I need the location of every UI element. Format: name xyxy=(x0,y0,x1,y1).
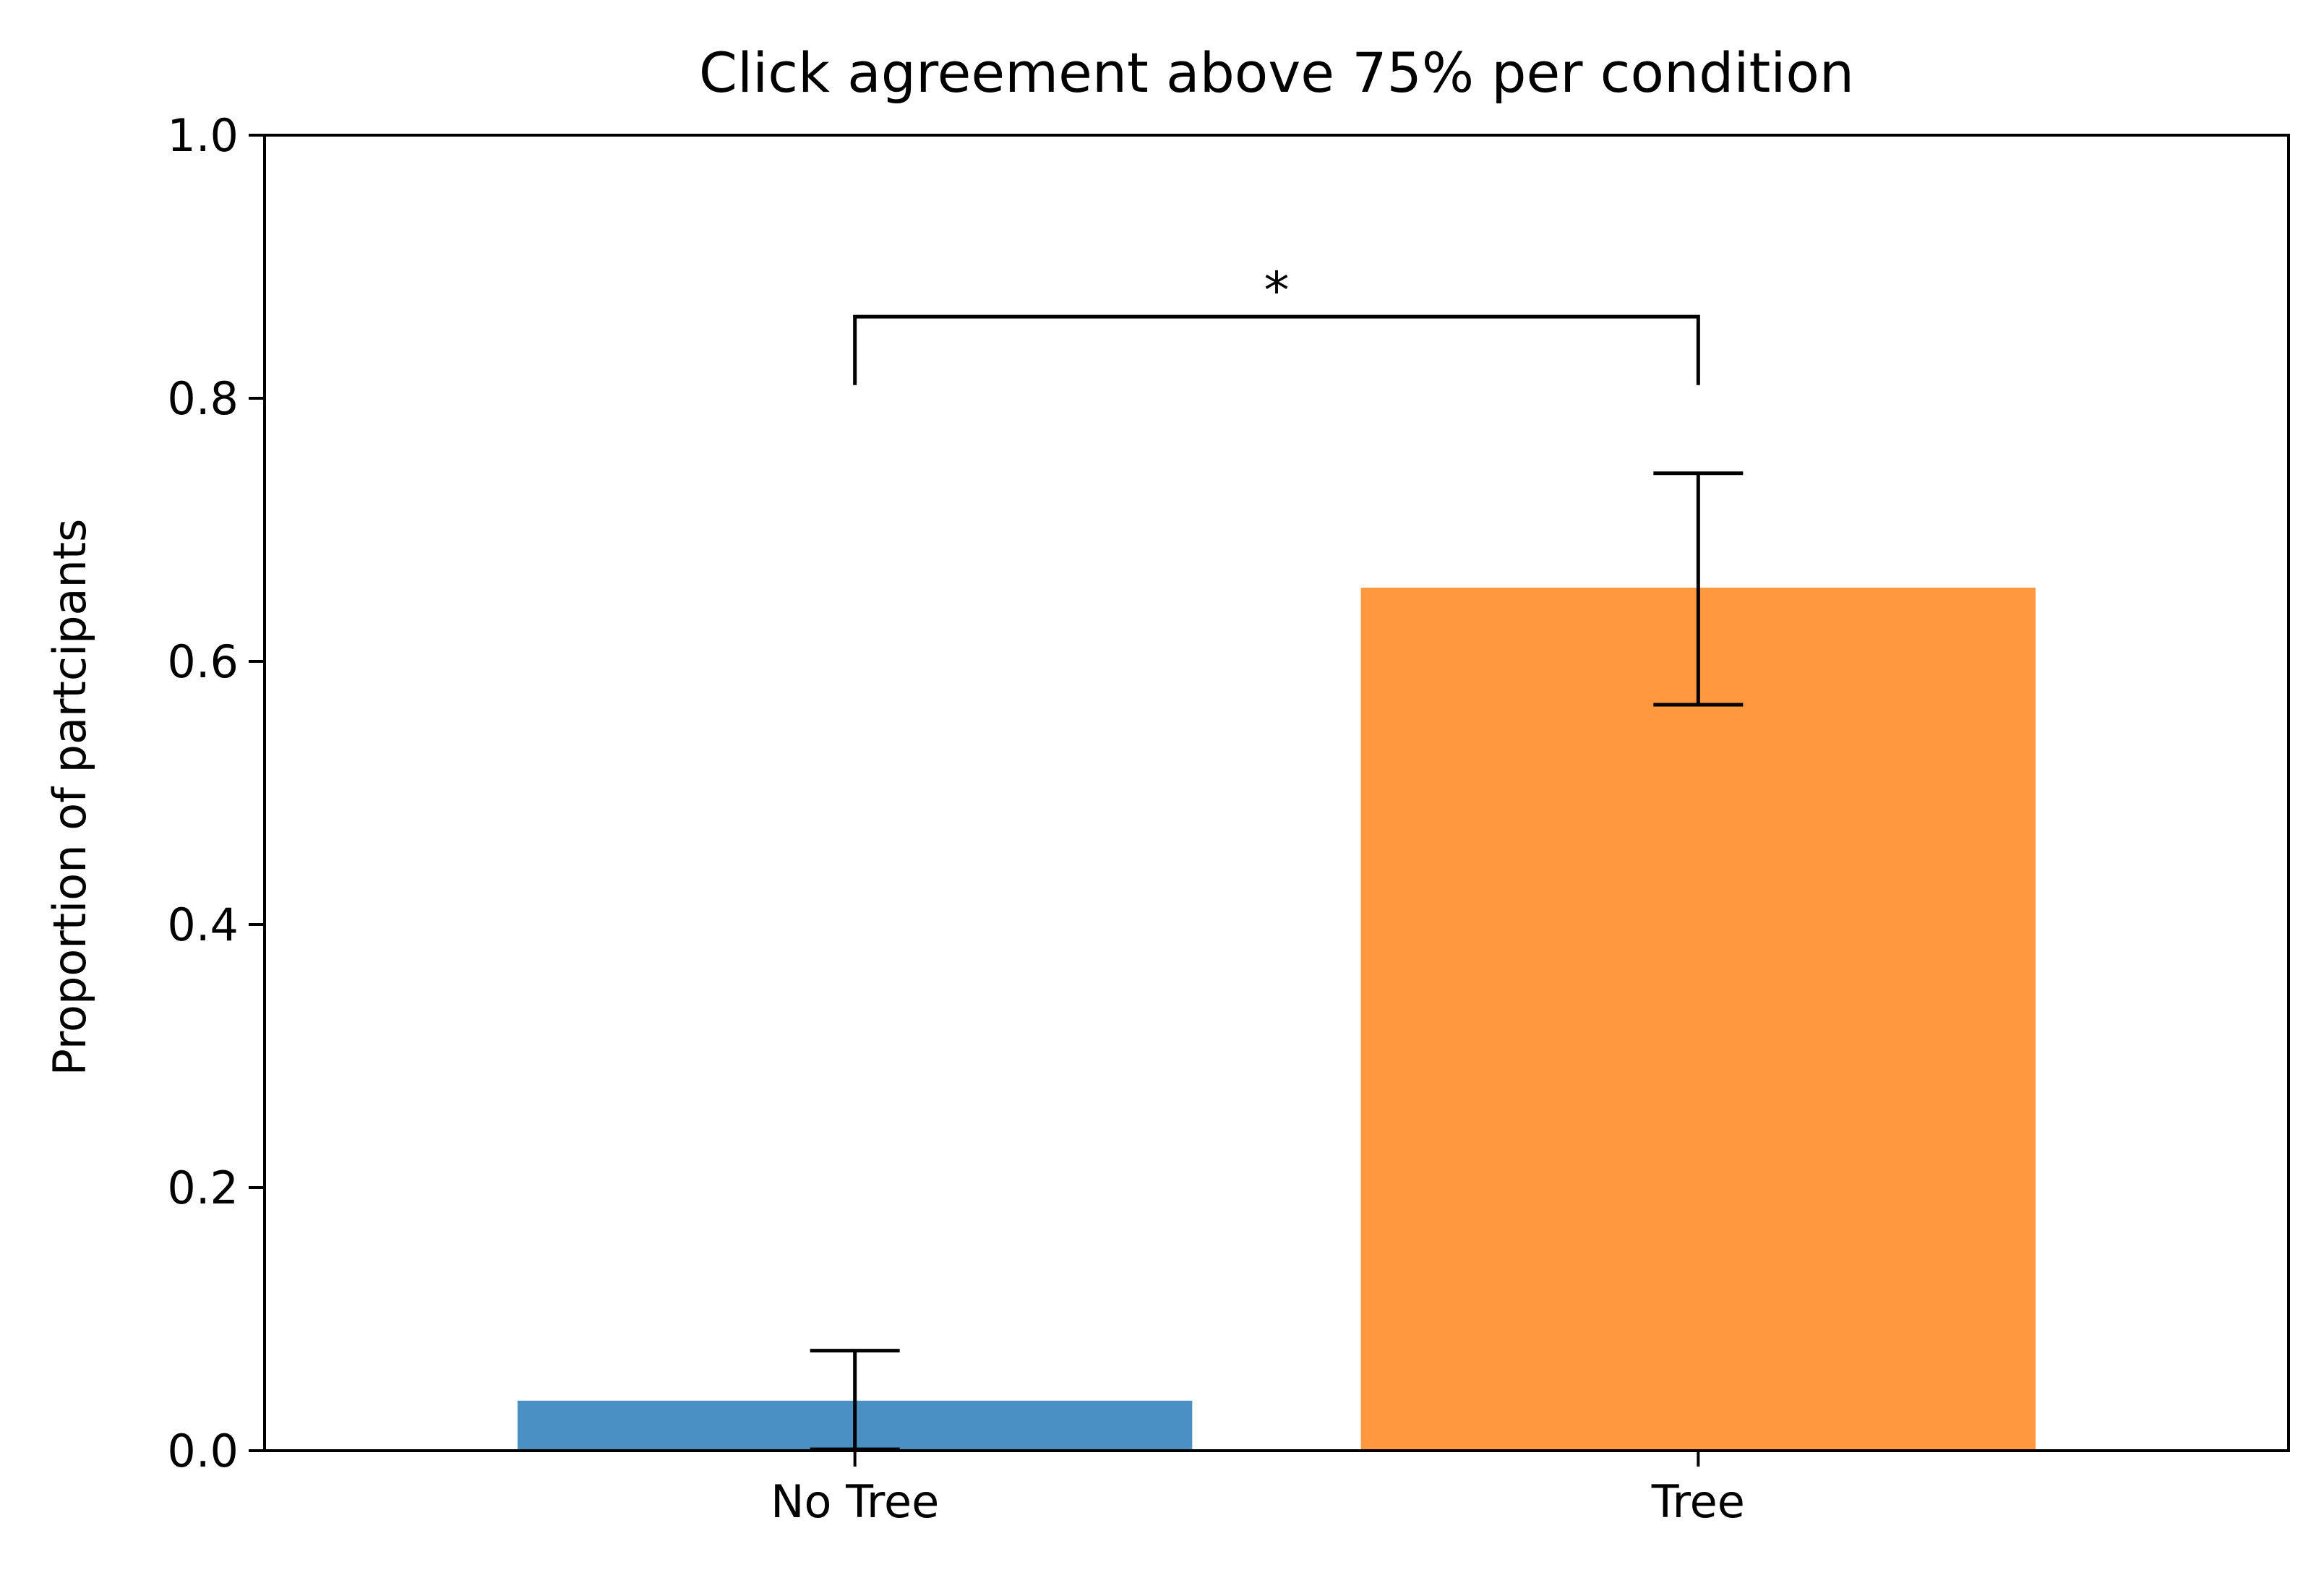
y-tick-label: 0.6 xyxy=(167,635,239,688)
significance-annotation: * xyxy=(853,261,1700,385)
x-axis: No Tree Tree xyxy=(771,1451,1745,1528)
plot-frame xyxy=(263,134,2290,1452)
y-axis-label: Proportion of partcipants xyxy=(43,519,96,1076)
significance-bracket xyxy=(853,314,1700,385)
x-tick-label: No Tree xyxy=(771,1475,939,1528)
y-tick-label: 0.0 xyxy=(167,1425,239,1477)
y-axis: 0.0 0.2 0.4 0.6 0.8 1.0 xyxy=(167,109,265,1477)
y-tick-label: 1.0 xyxy=(167,109,239,162)
bars-layer xyxy=(518,588,2036,1451)
y-tick-label: 0.2 xyxy=(167,1162,239,1214)
x-tick-label: Tree xyxy=(1651,1475,1745,1528)
y-tick-label: 0.8 xyxy=(167,372,239,425)
chart-title: Click agreement above 75% per condition xyxy=(699,40,1854,105)
bar-tree xyxy=(1360,588,2036,1451)
significance-star: * xyxy=(1264,261,1290,320)
y-tick-label: 0.4 xyxy=(167,898,239,951)
